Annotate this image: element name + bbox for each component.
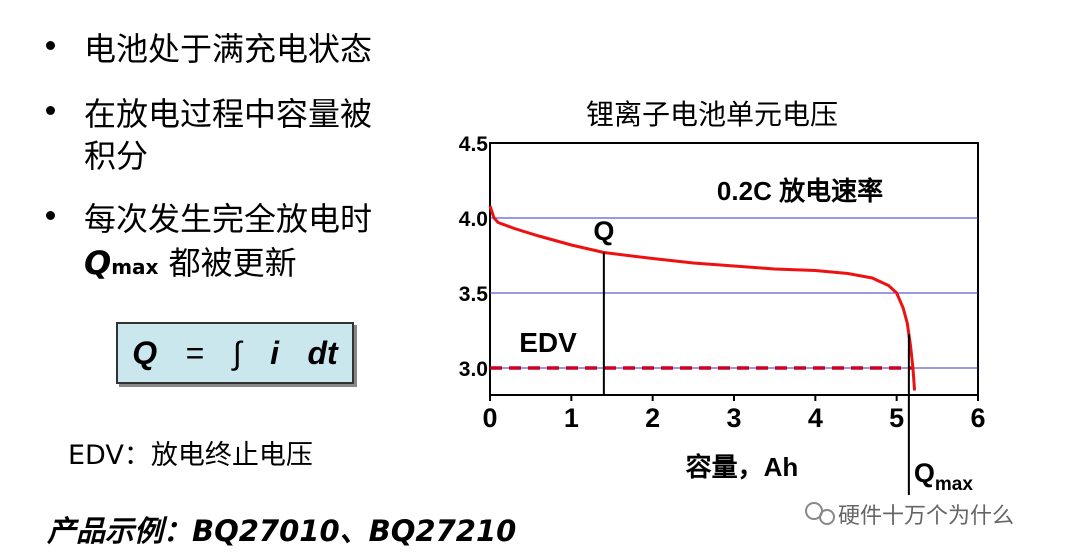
y-tick-label: 4.0 <box>459 208 488 231</box>
bullet-text: 电池处于满充电状态 <box>84 30 373 68</box>
y-tick-label: 3.5 <box>459 283 489 306</box>
example: 产品示例：BQ27010、BQ27210 <box>47 514 517 548</box>
edv-note: EDV：放电终止电压 <box>68 440 313 471</box>
y-tick-label: 4.5 <box>459 133 489 156</box>
marker-label-main: Q <box>914 458 935 488</box>
x-tick-label: 2 <box>645 403 660 433</box>
bullet-text: 每次发生完全放电时 <box>84 200 373 238</box>
marker-label: Qmax <box>914 458 973 495</box>
x-axis-label: 容量，Ah <box>686 452 799 482</box>
x-tick-label: 5 <box>889 403 904 433</box>
y-tick-label: 3.0 <box>459 358 488 381</box>
bullet-text: 积分 <box>84 137 149 175</box>
bullet-text: 在放电过程中容量被 <box>84 95 373 133</box>
formula-part: ∫ <box>232 334 242 371</box>
marker-label: Q <box>593 216 614 246</box>
marker-label-sub: max <box>935 474 973 495</box>
bullet-text: Qmax 都被更新 <box>84 238 297 284</box>
watermark: 硬件十万个为什么 <box>838 504 1015 529</box>
formula-part: Q <box>132 334 158 371</box>
formula-box: Q = ∫ i dt <box>116 322 354 384</box>
formula-part: = <box>185 334 205 371</box>
q-symbol: Q <box>84 244 112 282</box>
formula-part: dt <box>307 334 338 371</box>
bullet-text: 都被更新 <box>168 244 297 282</box>
x-tick-label: 4 <box>808 403 823 433</box>
annotation: 0.2C 放电速率 <box>717 176 883 206</box>
x-tick-label: 0 <box>482 403 497 433</box>
bullet-dot <box>46 211 55 220</box>
x-tick-label: 6 <box>970 403 985 433</box>
bullet-dot <box>46 106 55 115</box>
x-tick-label: 1 <box>564 403 579 433</box>
edv-label: EDV <box>519 327 577 358</box>
watermark-icon <box>819 509 835 525</box>
formula-part: i <box>270 334 279 371</box>
marker-label-main: Q <box>593 216 614 246</box>
q-subscript: max <box>111 255 159 279</box>
series-line <box>488 205 917 391</box>
x-tick-label: 3 <box>726 403 741 433</box>
chart-title: 锂离子电池单元电压 <box>586 99 838 130</box>
bullet-dot <box>46 41 55 50</box>
